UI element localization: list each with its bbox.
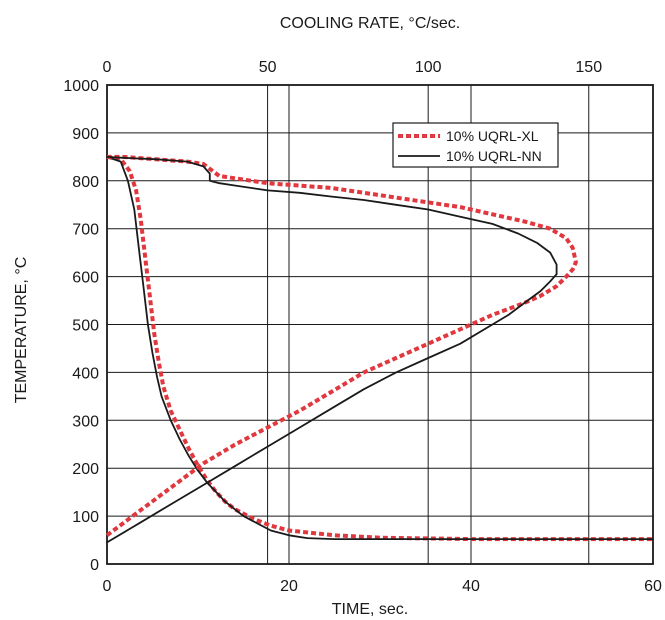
y-tick-label-4: 400 bbox=[72, 365, 99, 382]
grid bbox=[106, 84, 654, 565]
x2-tick-label-2: 100 bbox=[415, 59, 442, 76]
legend-label-xl: 10% UQRL-XL bbox=[446, 128, 539, 144]
y-tick-label-5: 500 bbox=[72, 318, 99, 335]
series-line-nn-time bbox=[106, 155, 654, 540]
x2-tick-label-3: 150 bbox=[575, 59, 602, 76]
x-tick-label-0: 0 bbox=[103, 578, 112, 595]
y-tick-label-0: 0 bbox=[90, 557, 99, 574]
x2-tick-label-1: 50 bbox=[259, 59, 277, 76]
y-tick-labels: 0 100 200 300 400 500 600 700 800 900 1000 bbox=[63, 78, 99, 574]
series-line-xl-rate bbox=[105, 154, 578, 537]
x2-tick-label-0: 0 bbox=[103, 59, 112, 76]
x-tick-label-2: 40 bbox=[462, 578, 480, 595]
y-tick-label-3: 300 bbox=[72, 413, 99, 430]
y-axis-title: TEMPERATURE, °C bbox=[13, 257, 30, 404]
plot-frame bbox=[106, 84, 654, 565]
legend-box bbox=[392, 122, 559, 168]
legend-label-nn: 10% UQRL-NN bbox=[446, 148, 542, 164]
y-tick-label-10: 1000 bbox=[63, 78, 99, 95]
legend: 10% UQRL-XL 10% UQRL-NN bbox=[392, 122, 559, 168]
y-tick-label-6: 600 bbox=[72, 270, 99, 287]
y-tick-label-1: 100 bbox=[72, 509, 99, 526]
y-tick-label-8: 800 bbox=[72, 174, 99, 191]
y-tick-label-7: 700 bbox=[72, 222, 99, 239]
series-line-xl-time bbox=[106, 154, 653, 542]
series-lines bbox=[105, 154, 654, 544]
x-tick-label-1: 20 bbox=[280, 578, 298, 595]
x-tick-labels: 0 20 40 60 bbox=[103, 578, 662, 595]
y-tick-label-9: 900 bbox=[72, 126, 99, 143]
y-tick-label-2: 200 bbox=[72, 461, 99, 478]
x-tick-label-3: 60 bbox=[644, 578, 662, 595]
series-line-nn-rate bbox=[106, 155, 558, 544]
x2-axis-title: COOLING RATE, °C/sec. bbox=[280, 15, 460, 32]
x-axis-title: TIME, sec. bbox=[332, 601, 408, 618]
x2-tick-labels: 0 50 100 150 bbox=[103, 59, 603, 76]
